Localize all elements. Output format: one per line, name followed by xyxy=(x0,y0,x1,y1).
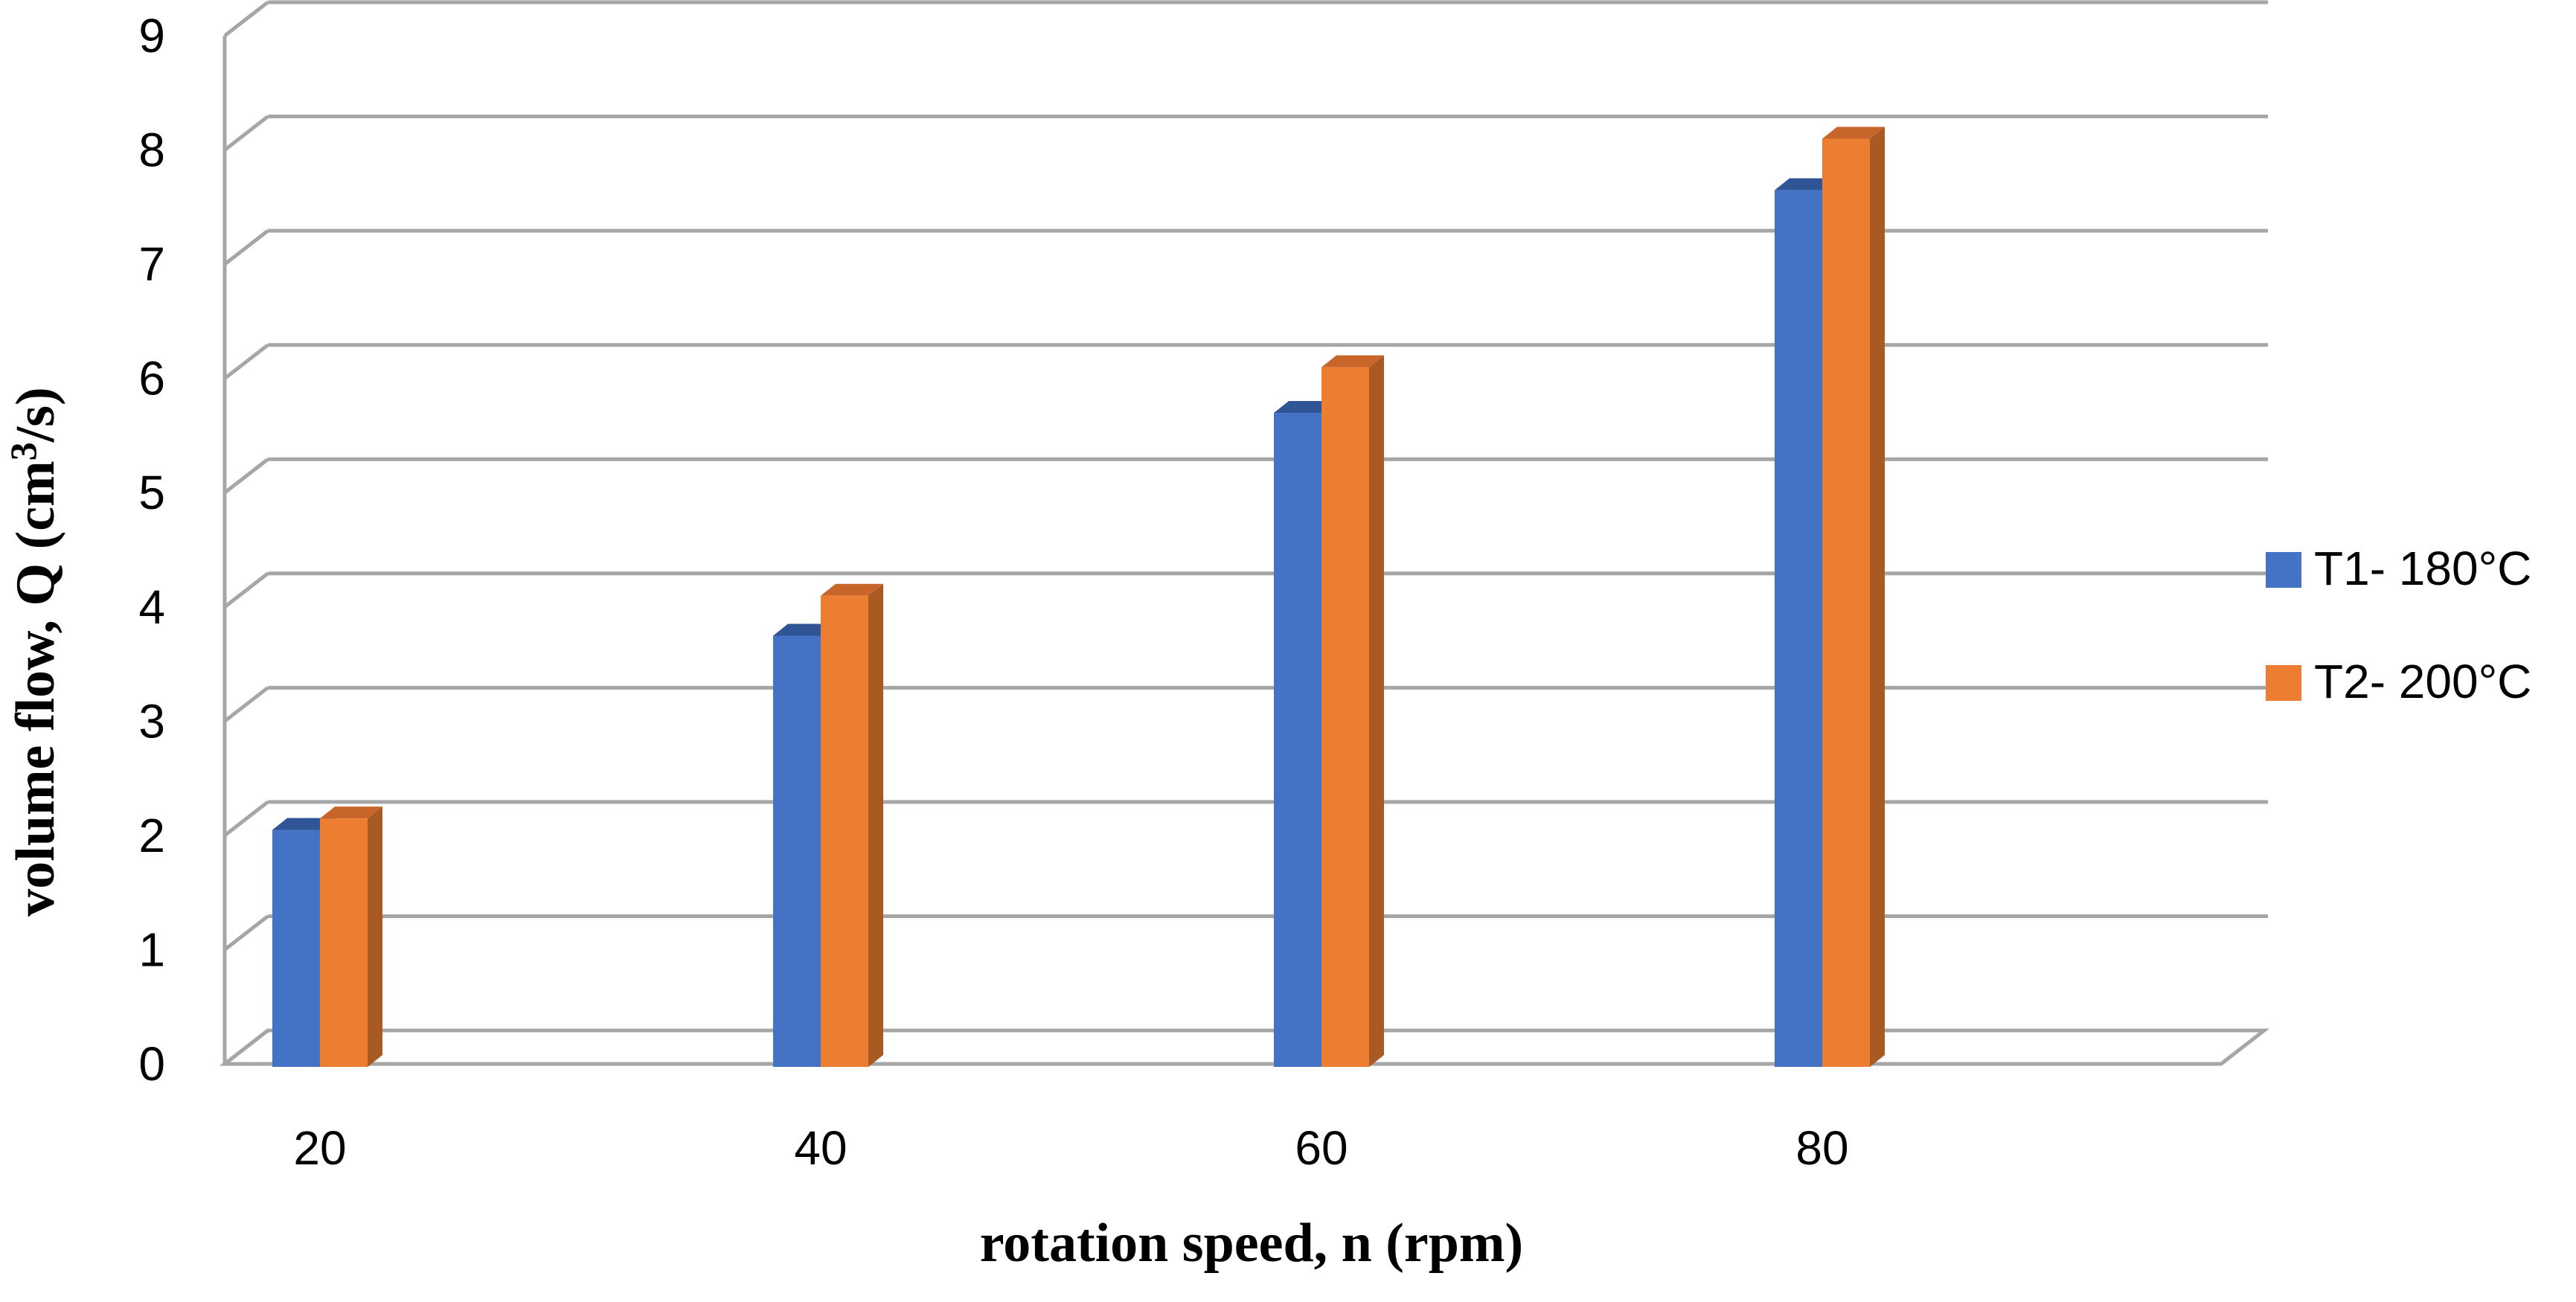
legend-swatch xyxy=(2266,552,2301,588)
gridline-diagonal xyxy=(223,914,269,952)
gridlines xyxy=(219,0,2270,1066)
bar-side xyxy=(1870,126,1885,1067)
gridline-diagonal xyxy=(223,1,269,37)
bar-top xyxy=(773,623,836,636)
y-tick-label: 4 xyxy=(138,580,165,634)
legend-label: T1- 180°C xyxy=(2314,542,2531,595)
gridline-diagonal xyxy=(223,458,269,495)
bar-front xyxy=(1775,190,1822,1068)
y-tick-label: 0 xyxy=(138,1037,165,1091)
bars xyxy=(272,126,1885,1068)
x-tick-label: 20 xyxy=(293,1121,346,1175)
gridline-diagonal xyxy=(223,571,269,609)
y-tick-label: 7 xyxy=(138,237,165,291)
gridline-diagonal xyxy=(223,343,269,380)
y-axis-title: volume flow, Q (cm3/s) xyxy=(2,387,66,916)
x-tick-labels: 20 40 60 80 xyxy=(293,1121,1848,1175)
legend: T1- 180°C T2- 200°C xyxy=(2266,542,2531,708)
y-tick-label: 2 xyxy=(138,809,165,862)
gridline-diagonal xyxy=(223,800,269,837)
legend-item: T1- 180°C xyxy=(2266,542,2531,595)
bar-front xyxy=(320,818,368,1067)
bar-top xyxy=(1274,401,1336,414)
bar-side xyxy=(868,583,883,1067)
legend-swatch xyxy=(2266,665,2301,701)
bar-top xyxy=(1321,355,1384,368)
bar xyxy=(320,806,382,1067)
y-tick-label: 6 xyxy=(138,352,165,405)
bar-front xyxy=(1822,138,1870,1067)
bar-top xyxy=(1822,126,1885,139)
x-tick-label: 60 xyxy=(1295,1121,1348,1175)
bar-front xyxy=(1321,367,1369,1068)
legend-item: T2- 200°C xyxy=(2266,655,2531,708)
x-tick-label: 40 xyxy=(794,1121,847,1175)
y-axis-title-superscript: 3 xyxy=(2,442,44,461)
y-tick-label: 9 xyxy=(138,9,165,62)
y-tick-label: 5 xyxy=(138,466,165,519)
gridline-diagonal xyxy=(223,1029,269,1065)
y-axis-title-end: /s) xyxy=(5,387,66,443)
y-tick-label: 3 xyxy=(138,694,165,748)
legend-label: T2- 200°C xyxy=(2314,655,2531,708)
bar xyxy=(821,583,883,1067)
bar xyxy=(1822,126,1885,1067)
y-tick-label: 1 xyxy=(138,923,165,976)
bar-front xyxy=(773,635,821,1067)
bar-side xyxy=(368,806,382,1067)
bar-front xyxy=(821,595,868,1067)
bar xyxy=(1321,355,1384,1068)
bar-top xyxy=(272,818,335,830)
gridline-diagonal xyxy=(223,686,269,723)
bar-side xyxy=(1369,355,1384,1068)
x-tick-label: 80 xyxy=(1795,1121,1848,1175)
y-tick-label: 8 xyxy=(138,124,165,177)
bar-top xyxy=(821,583,883,596)
bar-top xyxy=(320,806,382,819)
bar-top xyxy=(1775,178,1837,190)
bar-front xyxy=(272,830,320,1067)
floor-plane xyxy=(219,1028,2270,1066)
gridline-diagonal xyxy=(223,229,269,266)
y-tick-labels: 0 1 2 3 4 5 6 7 8 9 xyxy=(138,9,165,1091)
y-axis-title-main: volume flow, Q (cm xyxy=(5,461,66,916)
bar-front xyxy=(1274,413,1321,1067)
gridline-diagonal xyxy=(223,115,269,152)
x-axis-title: rotation speed, n (rpm) xyxy=(980,1213,1523,1274)
